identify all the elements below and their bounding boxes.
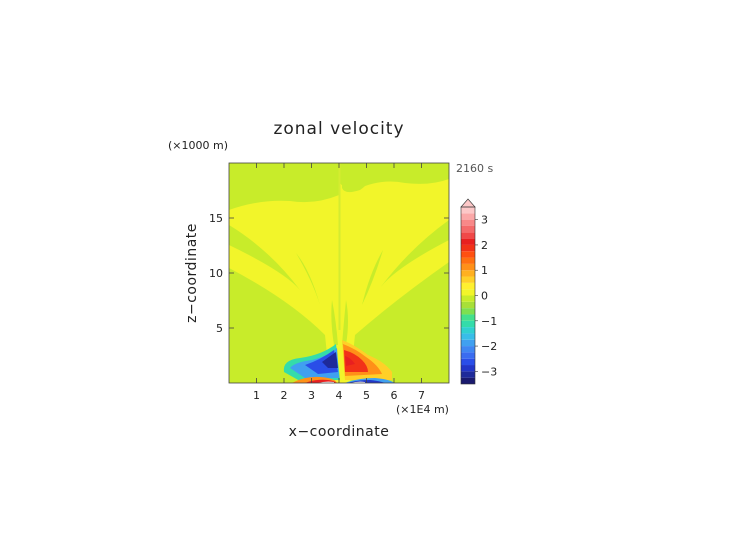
colorbar-swatch — [461, 276, 475, 283]
colorbar-swatch — [461, 295, 475, 302]
colorbar-swatch — [461, 333, 475, 340]
colorbar-swatch — [461, 213, 475, 220]
colorbar-swatch — [461, 308, 475, 315]
y-tick-label: 15 — [209, 212, 223, 225]
x-tick-label: 3 — [308, 389, 315, 402]
colorbar-extend-arrow — [460, 198, 476, 208]
x-tick-label: 7 — [418, 389, 425, 402]
x-unit-label: (×1E4 m) — [396, 403, 449, 416]
colorbar-tick-label: −2 — [481, 340, 497, 353]
chart-title: zonal velocity — [273, 119, 404, 139]
colorbar-tick-label: −1 — [481, 315, 497, 328]
colorbar-swatch — [461, 301, 475, 309]
y-tick-label: 10 — [209, 267, 223, 280]
y-tick-label: 5 — [216, 322, 223, 335]
colorbar-swatch — [461, 282, 475, 290]
colorbar-swatch — [461, 365, 475, 372]
contour-field — [229, 163, 449, 383]
colorbar-swatch — [461, 289, 475, 296]
colorbar-swatch — [461, 352, 475, 359]
colorbar-swatch — [461, 358, 475, 366]
colorbar-swatch — [461, 238, 475, 245]
x-tick-label: 4 — [336, 389, 343, 402]
colorbar-swatch — [461, 207, 475, 214]
x-tick-label: 1 — [253, 389, 260, 402]
y-axis-label: z−coordinate — [184, 223, 200, 323]
x-tick-label: 6 — [391, 389, 398, 402]
colorbar-swatch — [461, 320, 475, 328]
x-tick-label: 2 — [281, 389, 288, 402]
colorbar-tick-label: 2 — [481, 239, 488, 252]
colorbar-swatch — [461, 314, 475, 321]
colorbar-tick-label: 0 — [481, 290, 488, 303]
y-axis: 5 10 15 — [209, 212, 449, 335]
colorbar-swatch — [461, 225, 475, 233]
colorbar-swatch — [461, 232, 475, 239]
y-unit-label: (×1000 m) — [168, 139, 228, 152]
colorbar-swatch — [461, 327, 475, 334]
colorbar-swatch — [461, 219, 475, 226]
colorbar-swatch — [461, 377, 475, 384]
colorbar-swatch — [461, 371, 475, 378]
colorbar-tick-label: −3 — [481, 365, 497, 378]
colorbar-swatch — [461, 346, 475, 353]
x-axis: 1 2 3 4 5 6 7 — [253, 163, 425, 402]
colorbar-tick-label: 1 — [481, 264, 488, 277]
colorbar-swatch — [461, 251, 475, 258]
x-axis-label: x−coordinate — [289, 424, 390, 440]
x-tick-label: 5 — [363, 389, 370, 402]
colorbar-swatch — [461, 257, 475, 264]
time-label: 2160 s — [456, 162, 493, 175]
colorbar-swatch — [461, 270, 475, 277]
colorbar: 3 2 1 0 −1 −2 −3 — [460, 198, 497, 385]
colorbar-swatch — [461, 263, 475, 271]
colorbar-tick-label: 3 — [481, 214, 488, 227]
colorbar-swatch — [461, 339, 475, 347]
colorbar-swatch — [461, 244, 475, 252]
